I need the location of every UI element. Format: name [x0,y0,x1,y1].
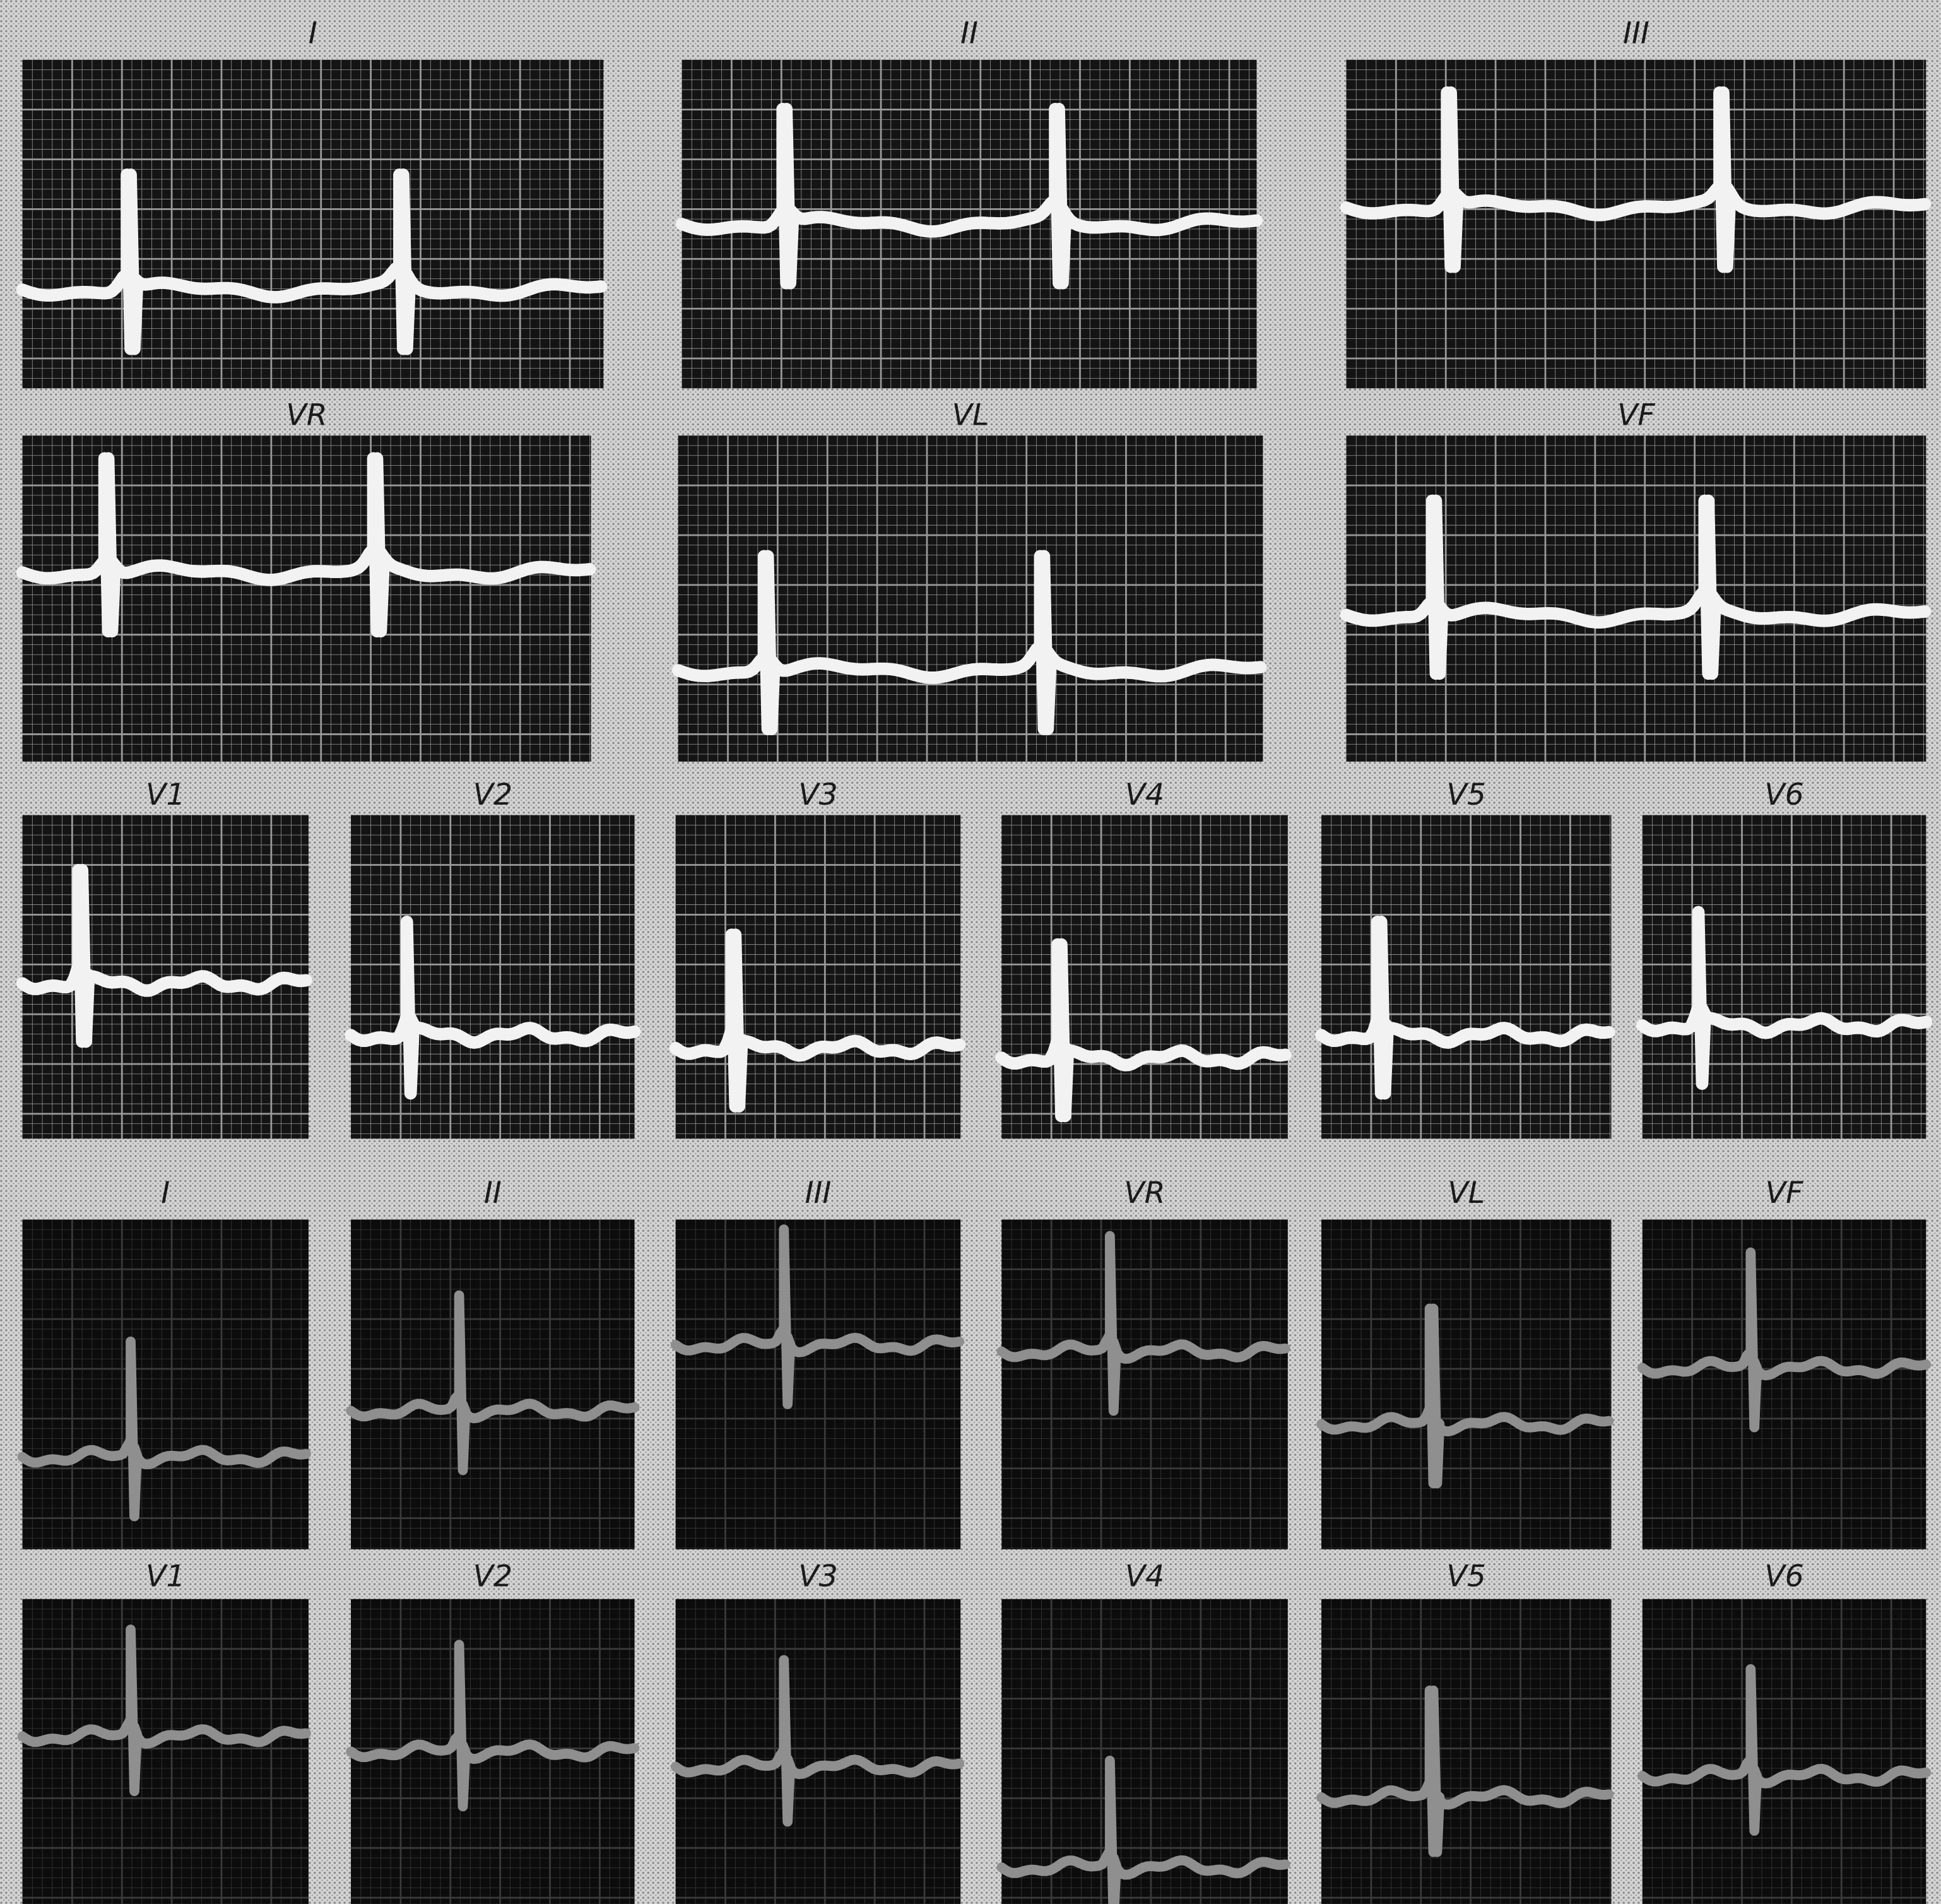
ecg-panel [1643,1599,1926,1904]
lead-label: III [805,1176,832,1210]
lead-label: VR [1124,1176,1165,1210]
lead-label: I [309,16,317,50]
lead-label: V4 [1125,778,1164,812]
ecg-panel [1001,815,1288,1139]
lead-label: V1 [146,778,185,812]
lead-label: VR [286,398,327,433]
ecg-panel [676,815,961,1139]
lead-label: VF [1617,398,1655,433]
lead-label: V2 [473,1559,512,1594]
lead-label: V3 [798,778,837,812]
ecg-figure: IIIIIIVRVLVFV1V2V3V4V5V6IIIIIIVRVLVFV1V2… [0,0,1941,1904]
ecg-panel [1321,1599,1611,1904]
lead-label: V2 [473,778,512,812]
lead-label: VL [1448,1176,1485,1210]
lead-label: III [1623,16,1649,50]
lead-label: I [161,1176,170,1210]
lead-label: II [484,1176,502,1210]
ecg-panel [1001,1599,1288,1904]
ecg-panel [676,1599,961,1904]
ecg-panel [1643,815,1926,1139]
lead-label: V4 [1125,1559,1164,1594]
ecg-panel [22,1599,309,1904]
lead-label: V6 [1764,1559,1803,1594]
lead-label: V1 [146,1559,185,1594]
page: IIIIIIVRVLVFV1V2V3V4V5V6IIIIIIVRVLVFV1V2… [0,0,1941,1904]
lead-label: V5 [1447,1559,1486,1594]
lead-label: V6 [1764,778,1803,812]
lead-label: VL [952,398,989,433]
ecg-panel [1321,815,1611,1139]
lead-label: II [960,16,978,50]
lead-label: VF [1766,1176,1803,1210]
lead-label: V3 [798,1559,837,1594]
lead-label: V5 [1447,778,1486,812]
ecg-panel [351,815,635,1139]
